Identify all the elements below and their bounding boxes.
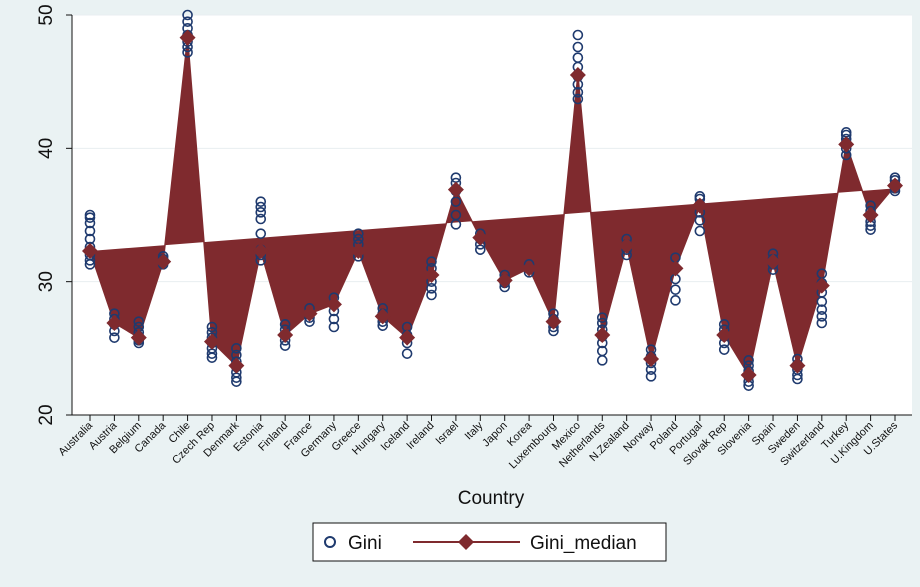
- gini-point: [596, 312, 608, 323]
- y-tick-labels: 20 30 40 50: [36, 4, 57, 425]
- gini-point: [255, 228, 267, 239]
- median-marker: [496, 272, 513, 289]
- gini-point: [328, 321, 340, 333]
- gini-point: [133, 316, 145, 327]
- gini-point: [353, 228, 364, 239]
- gini-point: [182, 9, 193, 21]
- median-marker: [130, 329, 147, 346]
- x-tick-label: Japon: [480, 420, 510, 450]
- y-tick-label: 20: [36, 404, 57, 425]
- median-marker: [740, 367, 757, 383]
- x-axis-title: Country: [458, 488, 525, 509]
- gini-point: [572, 87, 584, 98]
- gini-point: [401, 348, 413, 359]
- median-marker: [765, 253, 782, 270]
- gini-point: [182, 47, 193, 58]
- gini-point: [255, 213, 267, 225]
- gini-point: [206, 321, 218, 333]
- gini-point: [84, 217, 96, 229]
- median-marker: [399, 329, 416, 346]
- y-tick-label: 40: [36, 138, 57, 159]
- gini-point: [718, 344, 730, 355]
- y-tick-label: 50: [36, 4, 57, 25]
- median-marker: [716, 327, 733, 343]
- gini-point: [182, 16, 193, 27]
- median-marker: [521, 260, 538, 277]
- median-marker: [594, 327, 611, 343]
- median-marker: [374, 308, 391, 325]
- median-marker: [838, 136, 855, 153]
- x-tick-label: Israel: [434, 420, 462, 448]
- gini-point: [328, 313, 340, 325]
- gini-point: [255, 207, 267, 218]
- gini-point: [816, 304, 828, 315]
- median-line-layer: [89, 37, 896, 377]
- median-marker: [301, 305, 318, 322]
- axes: [66, 14, 912, 421]
- gini-point: [84, 209, 96, 221]
- median-marker: [862, 207, 879, 223]
- legend-median-label: Gini_median: [530, 533, 637, 554]
- median-marker: [789, 357, 806, 374]
- gini-point: [255, 196, 267, 207]
- median-marker: [447, 181, 464, 198]
- gini-point: [255, 201, 267, 213]
- gini-point: [426, 283, 437, 294]
- gini-point: [670, 284, 681, 295]
- median-marker: [179, 29, 196, 46]
- line-fill-layer: [90, 37, 895, 376]
- gini-point: [84, 225, 96, 237]
- median-marker: [228, 357, 245, 374]
- median-marker: [545, 313, 562, 330]
- median-marker: [82, 243, 98, 259]
- gini-point: [743, 355, 754, 366]
- median-marker: [423, 267, 440, 283]
- x-tick-labels: AustraliaAustriaBelgiumCanadaChileCzech …: [56, 419, 900, 471]
- gini-point: [694, 215, 706, 226]
- x-tick-label: Ireland: [404, 420, 436, 452]
- median-area-fill: [90, 37, 895, 376]
- gini-point: [694, 225, 706, 237]
- y-tick-label: 30: [36, 271, 57, 292]
- median-marker: [203, 333, 220, 350]
- gini-point: [645, 371, 657, 382]
- gini-point: [109, 332, 120, 343]
- gini-point: [426, 289, 437, 301]
- gini-point: [426, 256, 437, 267]
- median-marker: [277, 327, 294, 343]
- median-marker: [887, 177, 903, 194]
- gini-point: [670, 295, 681, 306]
- gini-point: [865, 224, 876, 235]
- legend: Gini Gini_median: [312, 522, 667, 562]
- median-marker: [691, 197, 708, 214]
- gini-point: [572, 93, 584, 105]
- legend-gini-label: Gini: [348, 533, 382, 554]
- median-line: [89, 37, 896, 377]
- gini-point: [596, 345, 608, 357]
- median-marker: [350, 243, 367, 259]
- x-tick-label: Australia: [56, 419, 95, 458]
- median-marker: [325, 296, 342, 313]
- median-marker: [618, 237, 635, 254]
- median-markers-layer: [82, 29, 903, 383]
- median-marker: [252, 243, 269, 259]
- gini-point: [572, 29, 584, 41]
- legend-median-marker: [458, 534, 474, 550]
- median-marker: [813, 277, 830, 294]
- median-marker: [106, 315, 123, 331]
- gini-point: [572, 41, 584, 53]
- legend-gini-symbol: [324, 536, 336, 548]
- median-marker: [667, 260, 684, 277]
- gini-point: [231, 343, 242, 354]
- median-marker: [643, 351, 660, 367]
- gini-point: [572, 52, 584, 63]
- median-marker: [569, 67, 586, 83]
- median-marker: [472, 229, 489, 246]
- gini-point: [816, 311, 828, 322]
- gini-point: [450, 209, 462, 221]
- median-marker: [155, 253, 172, 270]
- gini-point: [816, 317, 828, 329]
